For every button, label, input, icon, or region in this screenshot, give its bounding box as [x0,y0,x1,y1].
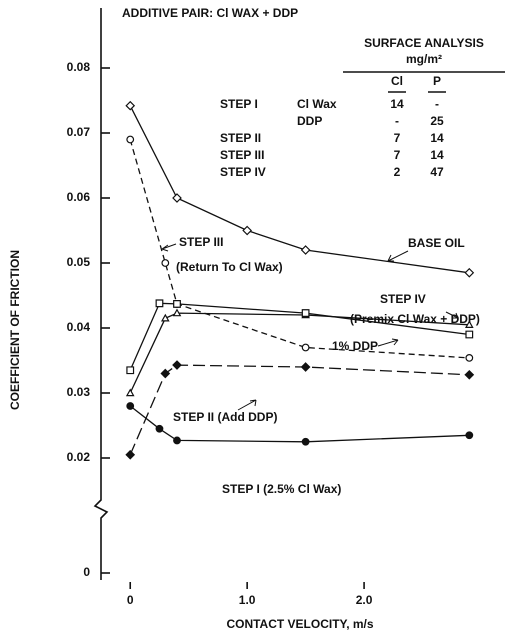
y-tick-label: 0.06 [67,190,91,204]
point [464,267,475,278]
y-tick-label: 0.05 [67,255,91,269]
point [172,360,182,370]
point [301,437,310,446]
inset-cell: 2 [394,165,401,179]
series-label: STEP II (Add DDP) [173,410,277,424]
point [125,100,136,111]
inset-cell: 7 [394,148,401,162]
point [465,330,474,339]
point [155,424,164,433]
point [173,300,181,308]
x-tick-label: 0 [127,593,134,607]
point [172,308,182,317]
inset-column: P [433,74,441,88]
inset-cell: - [435,97,439,111]
point [160,313,170,322]
point [126,135,135,144]
series-label: STEP III [179,235,223,249]
point [155,299,164,308]
inset-cell: STEP II [220,131,261,145]
point [300,245,311,255]
point [301,309,310,317]
point [125,449,136,460]
series-label: 1% DDP [332,339,378,353]
y-tick-label: 0.08 [67,60,91,74]
inset-cell: 7 [394,131,401,145]
x-axis-label: CONTACT VELOCITY, m/s [226,617,373,631]
point [160,368,171,379]
inset-cell: 14 [430,148,444,162]
annotation: (Premix Cl Wax + DDP) [350,312,480,326]
y-tick-label: 0.03 [67,385,91,399]
inset-cell: DDP [297,114,322,128]
point [300,362,311,372]
inset-cell: 47 [430,165,444,179]
point [242,225,253,236]
inset-cell: STEP I [220,97,258,111]
point [172,193,182,203]
point [126,366,135,375]
inset-column: Cl [391,74,403,88]
point [161,259,170,267]
x-tick-label: 2.0 [356,593,373,607]
inset-cell: - [395,114,399,128]
inset-cell: STEP IV [220,165,266,179]
inset-title: SURFACE ANALYSIS [364,36,484,50]
chart-title: ADDITIVE PAIR: Cl WAX + DDP [122,6,298,20]
inset-cell: 14 [430,131,444,145]
series-label: STEP I (2.5% Cl Wax) [222,482,341,496]
point [465,431,474,440]
y-tick-label: 0.07 [67,125,91,139]
inset-cell: 25 [430,114,444,128]
inset-cell: 14 [390,97,404,111]
x-tick-label: 1.0 [239,593,256,607]
y-tick-label: 0.04 [67,320,91,334]
y-tick-label: 0 [83,565,90,579]
point [126,402,135,410]
inset-cell: STEP III [220,148,264,162]
series-label: STEP IV [380,292,426,306]
point [465,354,474,362]
y-axis-label: COEFFICIENT OF FRICTION [8,250,22,410]
inset-cell: Cl Wax [297,97,337,111]
annotation: (Return To Cl Wax) [176,260,283,274]
series-label: BASE OIL [408,236,465,250]
point [301,343,310,352]
point [173,436,181,445]
point [464,320,474,328]
inset-unit: mg/m² [406,52,442,66]
point [125,388,135,397]
y-tick-label: 0.02 [67,450,91,464]
y-axis [93,8,109,580]
point [464,369,475,380]
